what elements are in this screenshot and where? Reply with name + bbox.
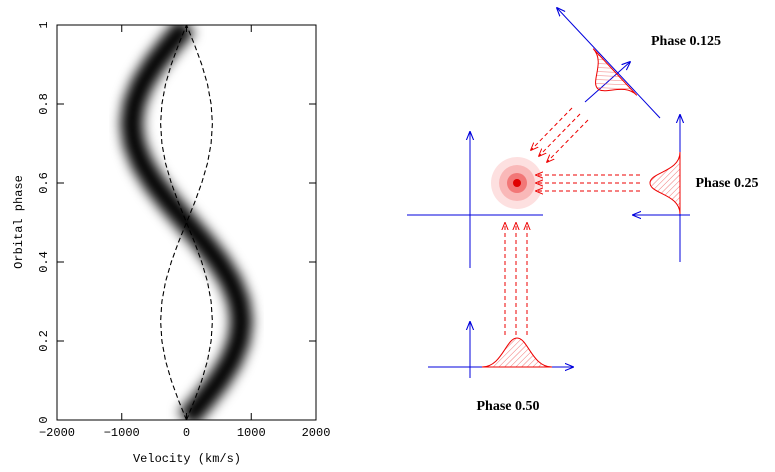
x-tick-label: 0 (183, 426, 190, 440)
y-tick-label: 0 (37, 416, 51, 423)
y-axis-label: Orbital phase (12, 175, 26, 269)
x-axis-label: Velocity (km/s) (133, 452, 241, 466)
x-tick-label: −1000 (104, 426, 140, 440)
y-tick-label: 0.2 (37, 330, 51, 352)
photon-arrows (505, 223, 527, 335)
plot-area (120, 25, 253, 420)
x-tick-label: −2000 (39, 426, 75, 440)
phase-label: Phase 0.50 (477, 399, 540, 414)
photon-arrows (531, 107, 589, 162)
emission-trail (120, 25, 253, 420)
phase-label: Phase 0.25 (696, 176, 759, 191)
x-tick-label: 1000 (237, 426, 266, 440)
line-profile (592, 48, 638, 96)
x-tick-label: 2000 (302, 426, 331, 440)
y-tick-label: 0.8 (37, 93, 51, 115)
axis (557, 8, 661, 119)
y-tick-label: 0.4 (37, 251, 51, 273)
photon-arrows (536, 175, 640, 191)
y-tick-label: 0.6 (37, 172, 51, 194)
y-tick-label: 1 (37, 21, 51, 28)
diagram: Phase 0.125 Phase 0.25 Phase 0.50 (407, 8, 759, 414)
star (513, 179, 521, 187)
phase-label: Phase 0.125 (651, 34, 721, 49)
line-profile (649, 151, 681, 215)
trail-plot: Velocity (km/s) Orbital phase −2000 −1000… (12, 21, 330, 466)
line-profile (481, 337, 553, 368)
